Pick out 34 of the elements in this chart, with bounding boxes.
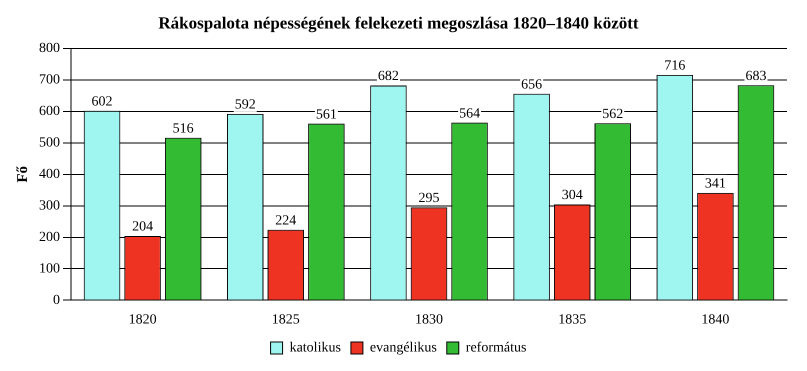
data-label: 656	[521, 77, 542, 92]
data-label: 341	[704, 176, 726, 192]
x-tick-label: 1840	[701, 312, 730, 328]
data-label: 682	[378, 69, 399, 84]
data-label: 561	[316, 107, 337, 122]
y-tick-label: 600	[39, 104, 60, 120]
y-tick-label: 0	[53, 292, 60, 308]
y-tick-label: 800	[39, 41, 60, 56]
x-tick-label: 1830	[415, 312, 443, 328]
data-label: 295	[418, 191, 440, 206]
chart-title: Rákospalota népességének felekezeti megoszlása 1820–1840 között	[158, 14, 639, 33]
data-label: 204	[132, 220, 154, 235]
y-tick-label: 300	[39, 198, 60, 214]
legend-label: református	[466, 340, 526, 356]
data-label: 592	[234, 98, 256, 113]
legend-label: evangélikus	[370, 340, 437, 356]
y-tick-label: 400	[39, 166, 60, 182]
legend-label: katolikus	[290, 340, 341, 356]
y-tick-label: 100	[39, 261, 60, 276]
data-label: 716	[664, 58, 686, 74]
x-tick-label: 1820	[128, 312, 157, 328]
y-axis-title: Fő	[14, 165, 31, 183]
x-tick-label: 1835	[558, 312, 586, 328]
x-tick-label: 1825	[272, 312, 300, 328]
data-label: 683	[745, 68, 766, 84]
data-label: 516	[172, 121, 194, 136]
y-tick-label: 700	[39, 72, 60, 88]
data-label: 564	[459, 106, 480, 122]
y-tick-label: 200	[39, 230, 60, 245]
data-label: 602	[92, 94, 113, 110]
data-label: 224	[275, 213, 296, 228]
data-label: 562	[602, 106, 624, 122]
data-label: 304	[562, 188, 583, 204]
y-tick-label: 500	[39, 135, 60, 150]
